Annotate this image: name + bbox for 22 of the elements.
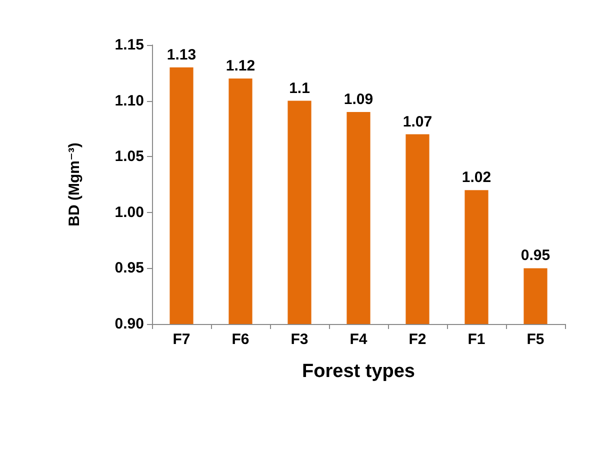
x-tick-label: F4: [350, 331, 368, 348]
x-tick-label: F2: [408, 331, 426, 348]
data-label: 1.09: [344, 90, 374, 108]
data-label: 1.02: [462, 169, 492, 186]
y-tick-label: 1.00: [114, 204, 144, 221]
y-tick-label: 1.15: [114, 36, 144, 54]
y-tick-label: 0.95: [114, 260, 144, 277]
data-label: 1.07: [402, 113, 432, 130]
data-label: 1.12: [226, 57, 256, 74]
y-tick-label: 0.90: [114, 316, 144, 332]
x-tick-label: F6: [232, 331, 250, 348]
data-label: 0.95: [520, 247, 550, 264]
data-label: 1.13: [166, 46, 196, 64]
y-axis-title: BD (Mgm⁻³): [66, 142, 83, 226]
x-tick-label: F1: [468, 331, 486, 348]
x-tick-label: F5: [526, 331, 544, 348]
x-tick-label: F3: [290, 331, 308, 348]
y-tick-label: 1.05: [114, 148, 144, 166]
x-axis-title: Forest types: [302, 361, 415, 382]
y-tick-label: 1.10: [114, 92, 144, 110]
data-label: 1.1: [289, 80, 310, 97]
x-tick-label: F7: [172, 331, 190, 348]
